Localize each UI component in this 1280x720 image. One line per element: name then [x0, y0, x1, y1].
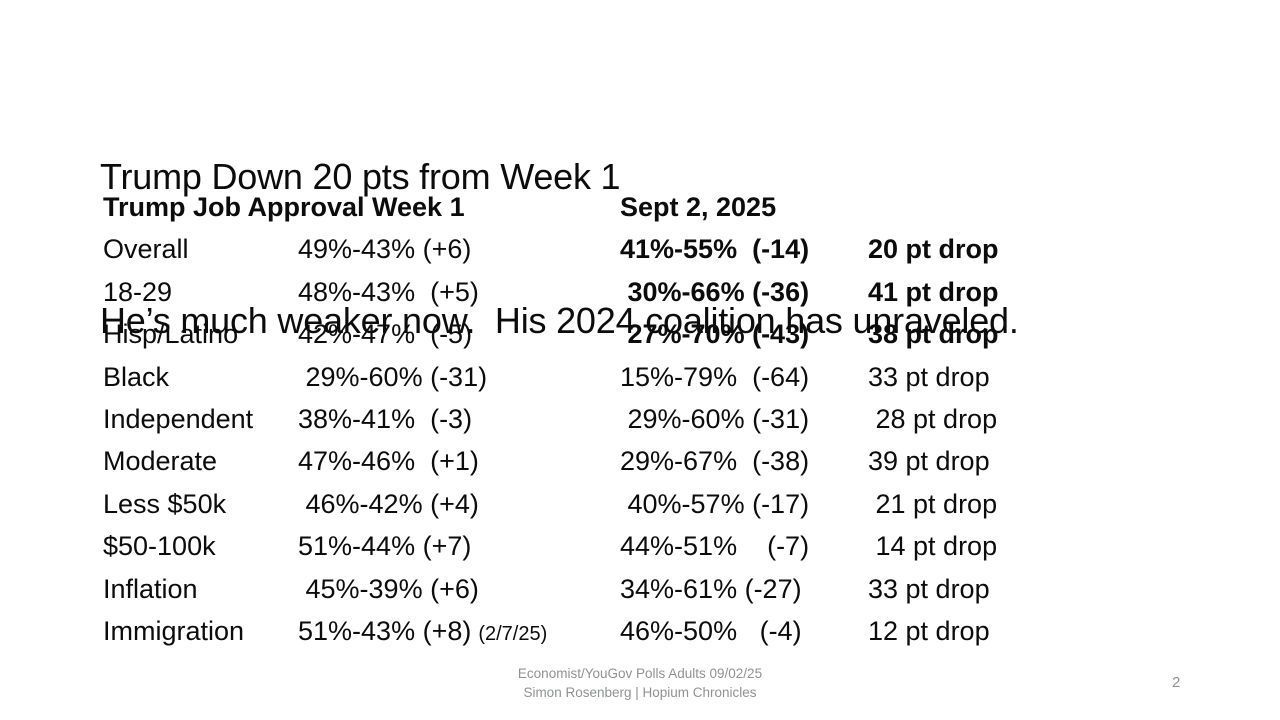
row-drop-value: 21 pt drop — [868, 488, 998, 519]
row-drop-value: 28 pt drop — [868, 403, 998, 434]
row-label: Black — [103, 361, 170, 392]
row-week1-value: 45%-39% (+6) — [298, 568, 620, 613]
row-week1-value: 48%-43% (+5) — [298, 271, 620, 316]
row-sept-value: 46%-50% (-4) — [620, 615, 802, 646]
row-label: Moderate — [103, 446, 218, 477]
row-sept-value: 29%-60% (-31) — [620, 403, 810, 434]
row-sept-value: 34%-61% (-27) — [620, 573, 802, 604]
row-sept-value: 30%-66% (-36) — [620, 276, 810, 307]
row-label: Immigration — [103, 615, 245, 646]
row-drop-value: 38 pt drop — [868, 319, 999, 350]
row-week1-value: 47%-46% (+1) — [298, 440, 620, 485]
row-week1-text: 38%-41% (-3) — [298, 403, 473, 434]
row-sept-value: 15%-79% (-64) — [620, 361, 810, 392]
row-label: $50-100k — [103, 531, 216, 562]
row-sept-value: 41%-55% (-14) — [620, 234, 810, 265]
row-label: Independent — [103, 403, 254, 434]
row-week1-text: 42%-47% (-5) — [298, 319, 473, 350]
table-row: Inflation 45%-39% (+6) 34%-61% (-27) 33 … — [103, 568, 999, 610]
row-drop-value: 33 pt drop — [868, 361, 990, 392]
table-row: 18-29 48%-43% (+5) 30%-66% (-36) 41 pt d… — [103, 271, 999, 313]
row-week1-text: 45%-39% (+6) — [298, 573, 479, 604]
row-week1-value: 38%-41% (-3) — [298, 398, 620, 443]
row-drop-value: 41 pt drop — [868, 276, 999, 307]
row-week1-value: 42%-47% (-5) — [298, 313, 620, 358]
row-drop-value: 33 pt drop — [868, 573, 990, 604]
column-header-sept: Sept 2, 2025 — [620, 192, 777, 222]
slide-title: Trump Down 20 pts from Week 1 He’s much … — [100, 57, 1019, 441]
poll-comparison-table: Trump Job Approval Week 1 Sept 2, 2025 O… — [103, 186, 999, 652]
slide-title-line2: He’s much weaker now. His 2024 coalition… — [100, 300, 1019, 341]
table-row: Hisp/Latino 42%-47% (-5) 27%-70% (-43) 3… — [103, 313, 999, 355]
page-number: 2 — [1172, 674, 1181, 691]
row-week1-value: 51%-43% (+8) (2/7/25) — [298, 610, 620, 655]
table-row: $50-100k 51%-44% (+7) 44%-51% (-7) 14 pt… — [103, 525, 999, 567]
row-label: 18-29 — [103, 276, 173, 307]
row-label: Less $50k — [103, 488, 227, 519]
row-week1-text: 47%-46% (+1) — [298, 446, 479, 477]
footer-author-line: Simon Rosenberg | Hopium Chronicles — [523, 685, 757, 700]
row-week1-text: 48%-43% (+5) — [298, 276, 479, 307]
row-week1-value: 46%-42% (+4) — [298, 483, 620, 528]
row-sept-value: 29%-67% (-38) — [620, 446, 810, 477]
row-label: Hisp/Latino — [103, 319, 239, 350]
row-week1-value: 49%-43% (+6) — [298, 228, 620, 273]
row-drop-value: 20 pt drop — [868, 234, 999, 265]
row-sept-value: 27%-70% (-43) — [620, 319, 810, 350]
row-label: Inflation — [103, 573, 198, 604]
table-row: Independent 38%-41% (-3) 29%-60% (-31) 2… — [103, 398, 999, 440]
slide-title-line1: Trump Down 20 pts from Week 1 — [100, 156, 621, 197]
row-drop-value: 39 pt drop — [868, 446, 990, 477]
row-label: Overall — [103, 234, 189, 265]
table-row: Immigration 51%-43% (+8) (2/7/25) 46%-50%… — [103, 610, 999, 652]
row-note: (2/7/25) — [478, 622, 548, 645]
column-header-week1: Trump Job Approval Week 1 — [103, 192, 465, 222]
row-sept-value: 40%-57% (-17) — [620, 488, 810, 519]
row-drop-value: 12 pt drop — [868, 615, 990, 646]
row-week1-value: 51%-44% (+7) — [298, 525, 620, 570]
row-week1-text: 29%-60% (-31) — [298, 361, 488, 392]
table-row: Moderate 47%-46% (+1) 29%-67% (-38) 39 p… — [103, 440, 999, 482]
row-week1-text: 49%-43% (+6) — [298, 234, 472, 265]
footer-source-line: Economist/YouGov Polls Adults 09/02/25 — [517, 666, 763, 681]
row-week1-value: 29%-60% (-31) — [298, 356, 620, 401]
table-row: Black 29%-60% (-31) 15%-79% (-64) 33 pt … — [103, 356, 999, 398]
table-row: Less $50k 46%-42% (+4) 40%-57% (-17) 21 … — [103, 483, 999, 525]
slide-footer: Economist/YouGov Polls Adults 09/02/25 S… — [0, 664, 1280, 702]
table-header-row: Trump Job Approval Week 1 Sept 2, 2025 — [103, 186, 999, 228]
row-week1-text: 51%-44% (+7) — [298, 531, 472, 562]
row-week1-text: 51%-43% (+8) — [298, 615, 472, 646]
row-drop-value: 14 pt drop — [868, 531, 998, 562]
table-row: Overall 49%-43% (+6) 41%-55% (-14) 20 pt… — [103, 228, 999, 270]
row-sept-value: 44%-51% (-7) — [620, 531, 810, 562]
row-week1-text: 46%-42% (+4) — [298, 488, 479, 519]
